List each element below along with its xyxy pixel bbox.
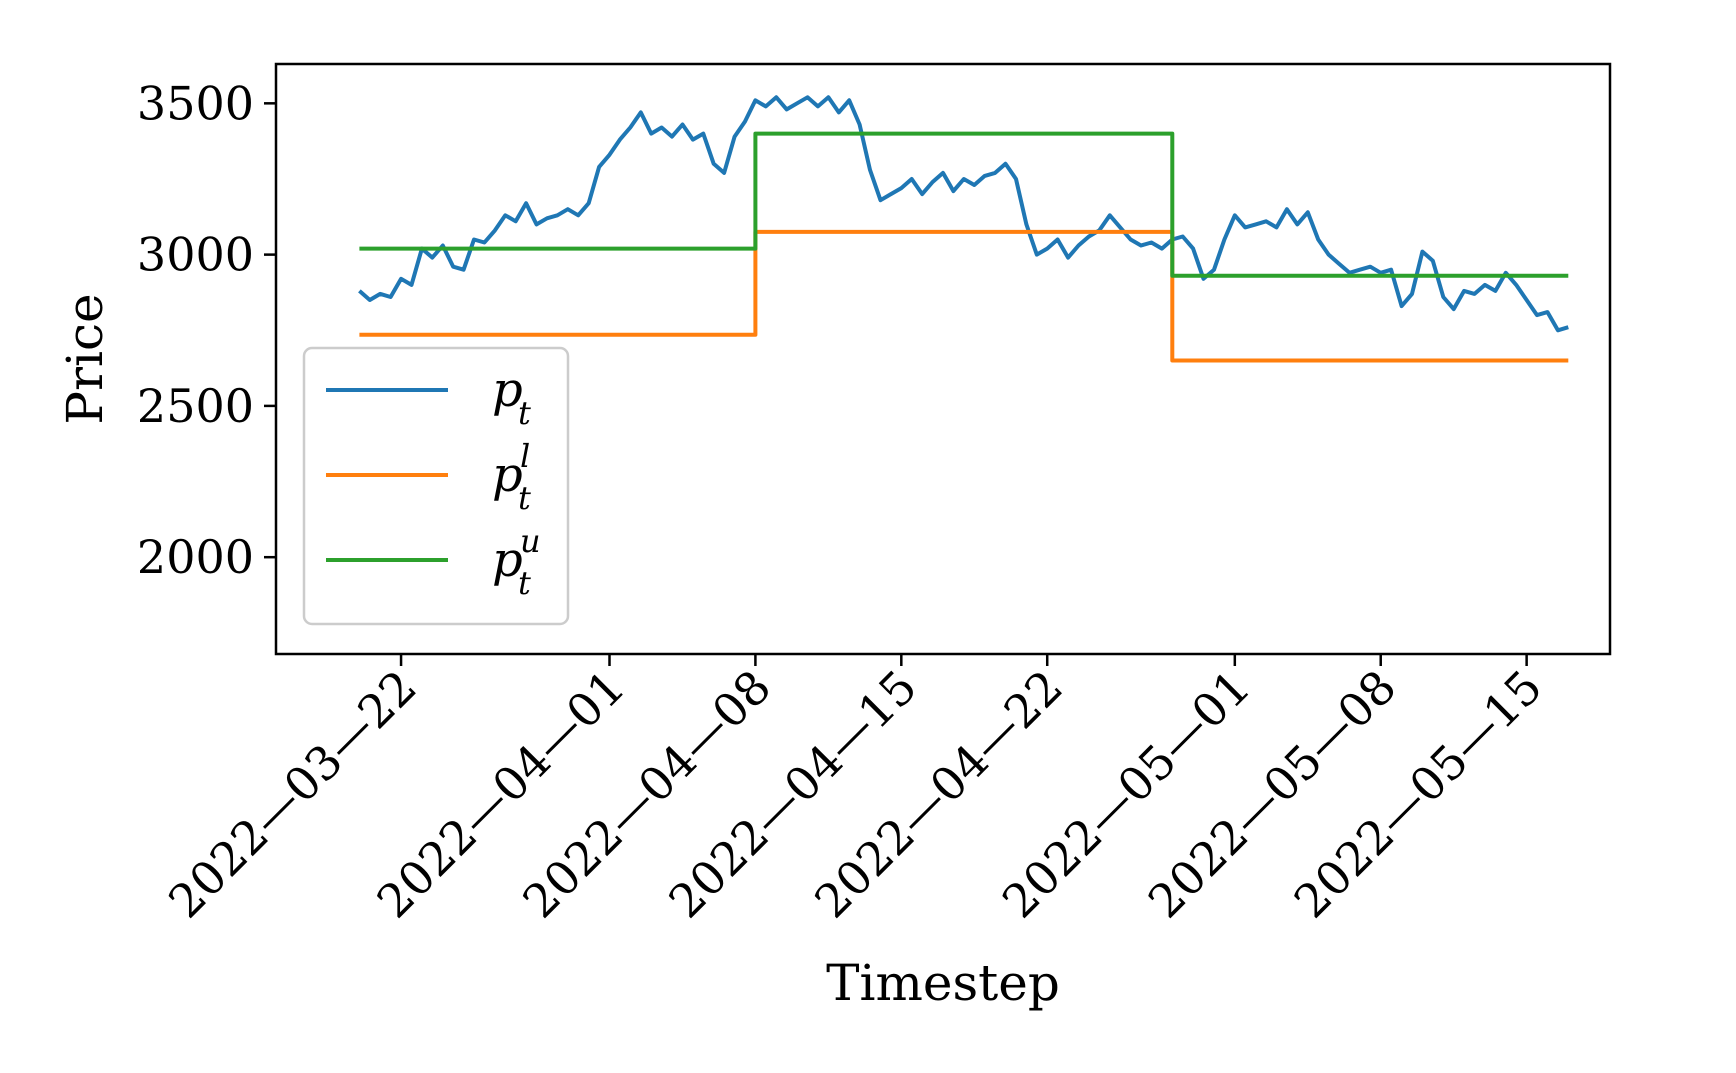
series-layer <box>358 95 1569 363</box>
y-axis: 2000 2500 3000 3500 <box>137 76 276 584</box>
legend-superscript-pl: l <box>520 437 530 475</box>
legend-label-p: p <box>492 362 523 418</box>
legend-label-pu: p <box>492 532 523 588</box>
x-axis-title: Timestep <box>826 954 1060 1012</box>
series-line-pu <box>359 131 1569 278</box>
legend-subscript-pl: t <box>518 479 531 517</box>
legend-superscript-pu: u <box>520 522 541 560</box>
y-tick-label: 3000 <box>137 228 254 282</box>
legend-label-pl: p <box>492 447 523 503</box>
legend-box <box>302 346 570 626</box>
y-axis-title: Price <box>56 293 114 424</box>
series-line-p <box>358 95 1569 333</box>
legend-subscript-p: t <box>518 394 531 432</box>
legend-subscript-pu: t <box>518 564 531 602</box>
y-tick-label: 2500 <box>137 379 254 433</box>
series-line-pl <box>359 229 1569 363</box>
y-tick-label: 2000 <box>137 530 254 584</box>
y-tick-label: 3500 <box>137 76 254 130</box>
plot-frame <box>274 62 1612 656</box>
